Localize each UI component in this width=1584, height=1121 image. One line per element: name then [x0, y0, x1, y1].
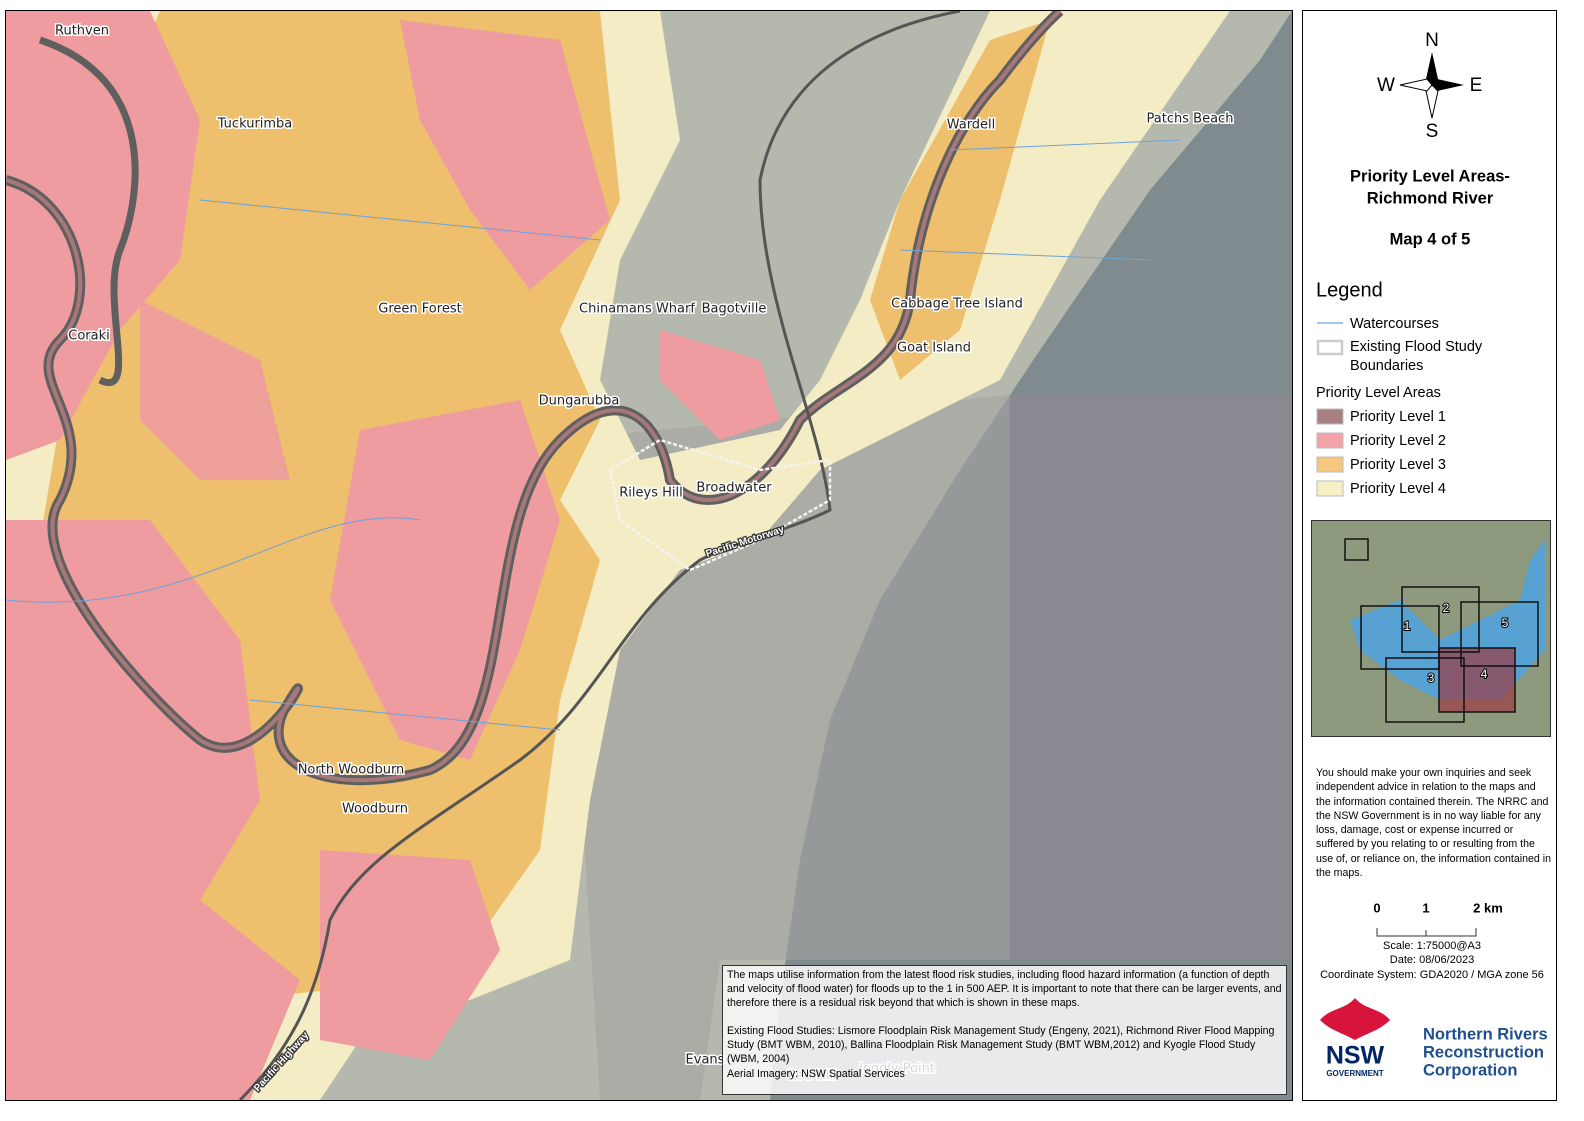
- legend-label: Priority Level 3: [1350, 457, 1446, 473]
- place-label: Ruthven: [55, 24, 109, 39]
- scale-label: 2 km: [1473, 900, 1503, 915]
- compass-letter: N: [1425, 30, 1439, 51]
- inset-label: 4: [1481, 667, 1488, 681]
- place-label: Tuckurimba: [217, 117, 293, 132]
- legend-label: Priority Level 4: [1350, 481, 1446, 497]
- disclaimer: You should make your own inquiries and s…: [1316, 767, 1551, 880]
- compass-letter: S: [1426, 121, 1439, 142]
- legend-label: Boundaries: [1350, 358, 1423, 374]
- place-label: Goat Island: [897, 341, 971, 356]
- date: Date: 08/06/2023: [1390, 954, 1474, 966]
- inset-label: 5: [1502, 616, 1509, 630]
- scale-bar: [1376, 928, 1477, 937]
- legend-label: Existing Flood Study: [1350, 339, 1483, 355]
- place-label: Chinamans Wharf: [579, 302, 695, 317]
- nsw-logo: GOVERNMENT: [1326, 1069, 1383, 1078]
- organisation: Corporation: [1423, 1061, 1517, 1079]
- compass-letter: W: [1377, 75, 1395, 96]
- legend-swatch: [1316, 456, 1344, 473]
- inset-label: 1: [1404, 619, 1411, 633]
- place-label: Rileys Hill: [619, 486, 682, 501]
- organisation: Northern Rivers: [1423, 1025, 1548, 1043]
- inset-label: 2: [1443, 601, 1450, 615]
- waratah: [1320, 998, 1390, 1040]
- place-label: Bagotville: [702, 302, 767, 317]
- place-label: Dungarubba: [539, 394, 620, 409]
- legend-label: Watercourses: [1350, 316, 1439, 332]
- compass-letter: E: [1470, 75, 1483, 96]
- legend-swatch: [1316, 432, 1344, 449]
- legend-title: Legend: [1316, 279, 1383, 301]
- legend-swatch: [1316, 480, 1344, 497]
- boundary-swatch: [1316, 339, 1344, 356]
- legend-swatch: [1316, 408, 1344, 425]
- place-label: North Woodburn: [298, 763, 405, 778]
- compass: N E S W: [1377, 30, 1482, 142]
- scale-label: 1: [1422, 900, 1429, 915]
- map-title: Priority Level Areas-: [1350, 167, 1510, 185]
- notes-box: The maps utilise information from the la…: [722, 965, 1287, 1095]
- organisation: Reconstruction: [1423, 1043, 1544, 1061]
- scale-label: 0: [1373, 900, 1380, 915]
- legend-label: Priority Level 2: [1350, 433, 1446, 449]
- legend-group: Priority Level Areas: [1316, 385, 1441, 401]
- map: [6, 11, 1292, 1100]
- place-label: Broadwater: [696, 481, 772, 496]
- nsw-logo: NSW: [1326, 1042, 1385, 1070]
- note: Aerial Imagery: NSW Spatial Services: [727, 1068, 905, 1080]
- coordinates: Coordinate System: GDA2020 / MGA zone 56: [1320, 969, 1544, 981]
- map-number: Map 4 of 5: [1390, 230, 1471, 248]
- place-label: Woodburn: [342, 802, 408, 817]
- place-label: Coraki: [68, 329, 109, 344]
- scale: Scale: 1:75000@A3: [1383, 940, 1481, 952]
- place-label: Cabbage Tree Island: [891, 297, 1023, 312]
- place-label: Patchs Beach: [1147, 112, 1234, 127]
- place-label: Evans: [686, 1053, 725, 1068]
- note: The maps utilise information from the la…: [727, 969, 1282, 1009]
- inset-label: 3: [1428, 671, 1435, 685]
- legend-label: Priority Level 1: [1350, 409, 1446, 425]
- place-label: Wardell: [947, 118, 996, 133]
- place-label: Green Forest: [378, 302, 461, 317]
- note: Existing Flood Studies: Lismore Floodpla…: [727, 1025, 1275, 1065]
- map-title: Richmond River: [1367, 189, 1494, 207]
